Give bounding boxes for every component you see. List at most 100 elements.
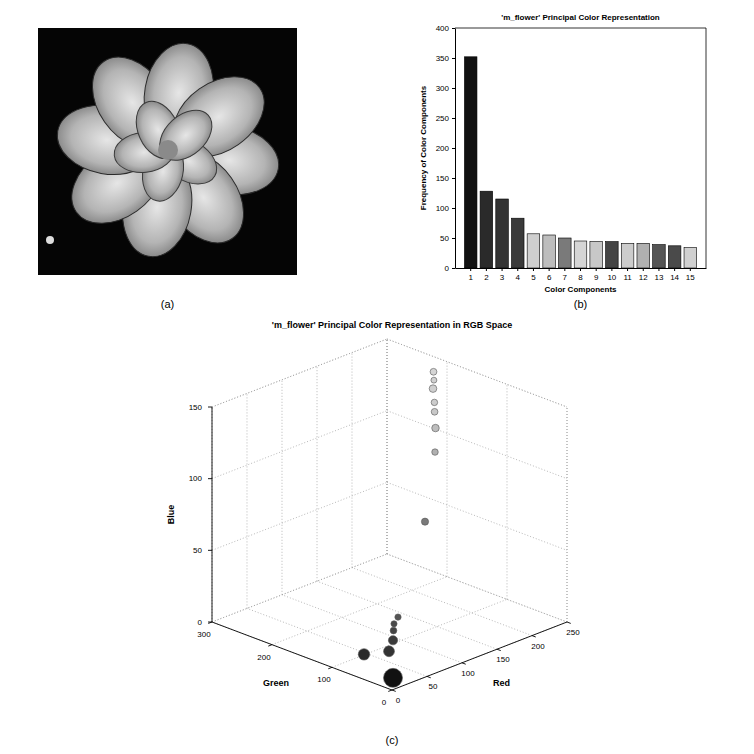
bar	[668, 246, 681, 268]
z-tick-mark	[208, 478, 212, 479]
x-tick-label: 15	[686, 273, 695, 282]
panel-label: (c)	[386, 734, 399, 746]
axes-3d: 0501001502002500100200300050100150	[189, 403, 581, 707]
y-tick-mark	[452, 178, 455, 179]
y-tick: 150	[436, 174, 455, 183]
bar	[496, 199, 509, 268]
grid-line	[387, 482, 567, 550]
speck	[46, 236, 54, 244]
y-tick-mark	[208, 622, 212, 623]
grid-line	[282, 380, 283, 595]
box-edge	[567, 407, 568, 622]
x-tick: 1	[468, 268, 473, 282]
bar	[684, 248, 697, 268]
x-tick: 13	[654, 268, 663, 282]
point	[431, 377, 437, 383]
grid-line	[387, 339, 567, 407]
grid-line	[447, 362, 448, 577]
x-tick-mark	[497, 649, 501, 650]
x-tick: 5	[531, 268, 536, 282]
y-axis-line	[455, 29, 456, 269]
panel-label: (b)	[574, 298, 587, 310]
y-tick-label: 400	[436, 24, 450, 33]
x-tick-mark	[517, 268, 518, 271]
x-tick-mark	[611, 268, 612, 271]
x-tick-mark	[532, 636, 536, 637]
z-tick-mark	[208, 407, 212, 408]
grid-line	[212, 554, 387, 622]
point	[432, 424, 440, 432]
panel-a: (a)	[38, 28, 297, 310]
x-tick-mark	[596, 268, 597, 271]
bar	[480, 191, 493, 268]
y-tick-label: 200	[436, 144, 450, 153]
grid-line	[212, 482, 387, 550]
x-tick-label: 7	[563, 273, 568, 282]
point	[429, 385, 437, 393]
y-tick: 200	[436, 144, 455, 153]
x-tick: 11	[623, 268, 632, 282]
y-tick-mark	[388, 690, 392, 691]
x-tick: 15	[686, 268, 695, 282]
grid-line	[282, 595, 462, 663]
grid-line	[507, 384, 508, 599]
box-edge	[387, 339, 388, 554]
figure: (a)0501001502002503003504001234567891011…	[0, 0, 754, 754]
y-axis-title: Frequency of Color Components	[419, 85, 428, 210]
x-tick-label: 6	[547, 273, 552, 282]
x-tick-mark	[658, 268, 659, 271]
grid-line	[317, 581, 497, 649]
point	[431, 408, 438, 415]
x-tick-mark	[580, 268, 581, 271]
z-axis-line	[212, 407, 213, 622]
z-tick-label: 50	[193, 546, 202, 555]
point	[421, 518, 428, 525]
x-tick-label: 2	[484, 273, 489, 282]
grid	[212, 339, 567, 690]
y-tick: 250	[436, 114, 455, 123]
y-tick-mark	[452, 148, 455, 149]
x-tick-mark	[533, 268, 534, 271]
y-tick-mark	[452, 268, 455, 269]
y-tick-mark	[452, 118, 455, 119]
grid-line	[387, 554, 567, 622]
bar	[653, 245, 666, 268]
x-tick: 2	[484, 268, 489, 282]
grid-line	[212, 407, 213, 622]
points	[358, 368, 439, 687]
y-tick: 350	[436, 54, 455, 63]
box-edge	[212, 339, 387, 407]
bar	[590, 242, 603, 268]
x-tick-label: 12	[639, 273, 648, 282]
point	[432, 449, 438, 455]
x-tick-label: 0	[396, 696, 401, 705]
point	[384, 646, 395, 657]
point	[358, 649, 369, 660]
x-tick-mark	[392, 690, 396, 691]
y-tick-mark	[452, 28, 455, 29]
y-tick-mark	[268, 645, 272, 646]
y-tick-mark	[452, 208, 455, 209]
grid-line	[212, 622, 392, 690]
plot-background	[455, 28, 706, 268]
grid-line	[212, 554, 387, 622]
x-tick-label: 9	[594, 273, 599, 282]
bar	[637, 243, 650, 268]
x-tick-label: 1	[468, 273, 473, 282]
flower-center	[158, 140, 178, 160]
x-tick-mark	[567, 622, 571, 623]
x-tick-mark	[486, 268, 487, 271]
point	[388, 636, 397, 645]
x-tick-mark	[462, 663, 466, 664]
x-tick-label: 250	[566, 628, 580, 637]
bar	[527, 234, 540, 268]
x-tick: 14	[670, 268, 679, 282]
x-tick-label: 5	[531, 273, 536, 282]
panel-label: (a)	[161, 298, 174, 310]
x-tick: 8	[578, 268, 583, 282]
y-tick: 300	[436, 84, 455, 93]
y-tick-label: 0	[382, 698, 387, 707]
y-tick-mark	[328, 667, 332, 668]
x-tick-label: 10	[607, 273, 616, 282]
point	[384, 668, 403, 687]
